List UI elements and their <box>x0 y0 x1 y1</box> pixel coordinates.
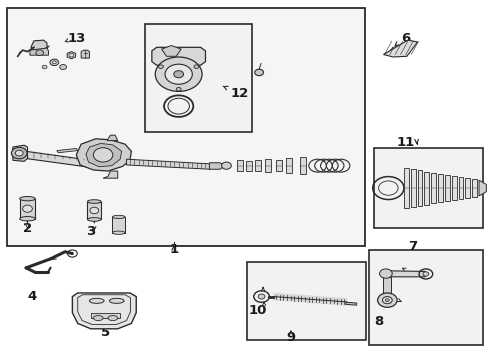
Ellipse shape <box>87 200 101 203</box>
Circle shape <box>69 53 74 57</box>
Polygon shape <box>67 51 76 59</box>
Ellipse shape <box>112 215 125 219</box>
Polygon shape <box>20 199 35 219</box>
Text: 1: 1 <box>169 243 178 256</box>
Polygon shape <box>57 148 78 153</box>
Circle shape <box>52 61 56 64</box>
Circle shape <box>382 297 391 304</box>
Circle shape <box>254 69 263 76</box>
Text: 11: 11 <box>395 136 414 149</box>
Text: 6: 6 <box>400 32 409 45</box>
Polygon shape <box>275 160 281 171</box>
Circle shape <box>379 269 391 278</box>
Polygon shape <box>31 40 47 50</box>
Polygon shape <box>444 175 449 201</box>
Polygon shape <box>255 160 261 171</box>
Ellipse shape <box>112 231 125 234</box>
Ellipse shape <box>89 298 104 303</box>
Polygon shape <box>209 163 222 169</box>
Polygon shape <box>236 160 242 171</box>
Circle shape <box>173 71 183 78</box>
Text: 4: 4 <box>28 290 37 303</box>
Polygon shape <box>126 159 210 169</box>
Polygon shape <box>471 179 476 197</box>
Polygon shape <box>465 178 469 198</box>
Bar <box>373 148 483 228</box>
Polygon shape <box>345 302 356 305</box>
Polygon shape <box>107 135 118 140</box>
Polygon shape <box>86 143 122 167</box>
Ellipse shape <box>108 316 118 320</box>
Polygon shape <box>458 177 463 199</box>
Circle shape <box>176 87 181 91</box>
Circle shape <box>221 162 231 169</box>
Ellipse shape <box>20 217 35 221</box>
Circle shape <box>36 50 43 55</box>
Polygon shape <box>437 174 442 202</box>
Polygon shape <box>13 149 91 167</box>
Circle shape <box>42 65 47 69</box>
Polygon shape <box>103 171 118 178</box>
Polygon shape <box>161 45 181 56</box>
Polygon shape <box>424 172 428 204</box>
Bar <box>246 262 366 339</box>
Polygon shape <box>286 158 292 173</box>
Text: 9: 9 <box>285 331 295 344</box>
Ellipse shape <box>20 197 35 201</box>
Text: 2: 2 <box>23 222 32 235</box>
Polygon shape <box>87 202 101 220</box>
Polygon shape <box>91 313 120 318</box>
Text: 5: 5 <box>101 326 110 339</box>
Ellipse shape <box>93 316 103 320</box>
Circle shape <box>258 294 264 299</box>
Circle shape <box>90 207 99 214</box>
Polygon shape <box>383 40 417 57</box>
Circle shape <box>194 65 199 68</box>
Polygon shape <box>30 48 48 55</box>
Polygon shape <box>264 159 270 172</box>
Polygon shape <box>13 145 27 161</box>
Circle shape <box>155 57 202 91</box>
Bar <box>368 250 483 345</box>
Polygon shape <box>430 173 435 203</box>
Text: 8: 8 <box>373 315 383 328</box>
Text: 13: 13 <box>67 32 85 45</box>
Polygon shape <box>383 271 427 277</box>
Circle shape <box>164 64 192 84</box>
Polygon shape <box>383 277 390 300</box>
Text: 7: 7 <box>407 240 416 253</box>
Polygon shape <box>76 139 131 171</box>
Circle shape <box>93 148 113 162</box>
Polygon shape <box>300 157 305 174</box>
Polygon shape <box>72 293 136 329</box>
Ellipse shape <box>109 298 124 303</box>
Polygon shape <box>451 176 456 200</box>
Bar <box>6 8 364 246</box>
Polygon shape <box>112 217 125 233</box>
Polygon shape <box>152 47 205 65</box>
Circle shape <box>22 205 32 212</box>
Text: 3: 3 <box>86 225 95 238</box>
Polygon shape <box>417 171 422 206</box>
Circle shape <box>15 150 23 156</box>
Polygon shape <box>478 180 486 196</box>
Circle shape <box>50 59 59 66</box>
Circle shape <box>377 293 396 307</box>
Circle shape <box>11 147 27 159</box>
Bar <box>144 24 251 132</box>
Ellipse shape <box>87 218 101 221</box>
Polygon shape <box>81 50 89 58</box>
Circle shape <box>422 272 428 276</box>
Circle shape <box>60 64 66 69</box>
Polygon shape <box>403 168 408 208</box>
Circle shape <box>385 299 388 302</box>
Polygon shape <box>410 170 415 207</box>
Text: 10: 10 <box>248 305 267 318</box>
Text: 12: 12 <box>230 87 248 100</box>
Circle shape <box>158 65 163 68</box>
Polygon shape <box>246 161 252 171</box>
